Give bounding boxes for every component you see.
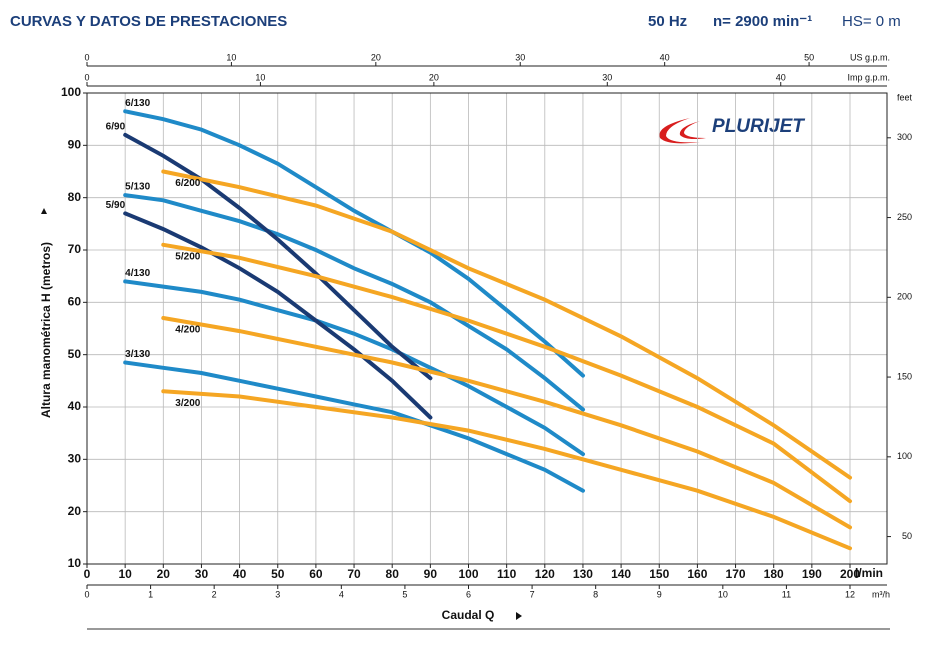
y-tick-label: 60	[68, 295, 82, 309]
y-tick-label: 100	[61, 85, 81, 99]
curve	[161, 169, 852, 480]
curve-label: 4/200	[175, 325, 200, 336]
curve	[123, 132, 433, 381]
curve	[161, 389, 852, 551]
y-tick-label: 10	[68, 556, 82, 570]
curve-label: 5/90	[106, 200, 126, 211]
curve	[123, 109, 585, 378]
y-tick-label: 90	[68, 138, 82, 152]
y-tick-label: 70	[68, 242, 82, 256]
x-axis-label: Caudal Q	[442, 608, 495, 622]
tick-label: 50	[804, 52, 814, 62]
x-tick-label: 140	[611, 567, 631, 581]
curve	[123, 211, 433, 420]
tick-label: 11	[782, 589, 791, 599]
curve	[161, 316, 852, 530]
x-tick-label: 190	[802, 567, 822, 581]
tick-label: 8	[593, 589, 598, 599]
tick-label: 20	[371, 52, 381, 62]
y2-tick-label: 50	[902, 531, 912, 541]
tick-label: 0	[84, 72, 89, 82]
tick-label: 0	[84, 589, 89, 599]
x-unit: l/min	[855, 566, 883, 580]
tick-label: 12	[845, 589, 855, 599]
y2-tick-label: 300	[897, 132, 912, 142]
axis-label: m³/h	[872, 589, 890, 599]
x-tick-label: 40	[233, 567, 247, 581]
x-tick-label: 200	[840, 567, 860, 581]
x-tick-label: 50	[271, 567, 285, 581]
y-tick-label: 50	[68, 347, 82, 361]
logo: PLURIJET	[659, 116, 805, 144]
tick-label: 4	[339, 589, 344, 599]
curve-label: 5/130	[125, 182, 150, 193]
curve-label: 6/90	[106, 122, 126, 133]
x-tick-label: 170	[726, 567, 746, 581]
y-tick-label: 20	[68, 504, 82, 518]
x-tick-label: 180	[764, 567, 784, 581]
tick-label: 20	[429, 72, 439, 82]
frequency: 50 Hz	[648, 13, 687, 30]
tick-label: 40	[660, 52, 670, 62]
tick-label: 30	[602, 72, 612, 82]
tick-label: 0	[84, 52, 89, 62]
x-tick-label: 100	[458, 567, 478, 581]
y2-tick-label: 100	[897, 451, 912, 461]
y2-axis-label: feet	[897, 92, 913, 102]
tick-label: 2	[212, 589, 217, 599]
x-tick-label: 80	[386, 567, 400, 581]
curve-label: 4/130	[125, 268, 150, 279]
x-tick-label: 60	[309, 567, 323, 581]
arrow	[516, 612, 522, 620]
y2-tick-label: 200	[897, 292, 912, 302]
axis-label: US g.p.m.	[850, 52, 890, 62]
curve-label: 6/130	[125, 98, 150, 109]
tick-label: 40	[776, 72, 786, 82]
curve	[123, 360, 585, 493]
arrow	[41, 208, 47, 214]
x-tick-label: 130	[573, 567, 593, 581]
y-tick-label: 30	[68, 452, 82, 466]
tick-label: 10	[255, 72, 265, 82]
speed: n= 2900 min⁻¹	[713, 13, 812, 30]
x-tick-label: 20	[157, 567, 171, 581]
curve-label: 6/200	[175, 178, 200, 189]
tick-label: 1	[148, 589, 153, 599]
y2-tick-label: 250	[897, 212, 912, 222]
x-tick-label: 30	[195, 567, 209, 581]
x-tick-label: 70	[347, 567, 361, 581]
brand: PLURIJET	[712, 116, 805, 137]
chart-title: CURVAS Y DATOS DE PRESTACIONES	[10, 13, 287, 30]
tick-label: 10	[226, 52, 236, 62]
x-tick-label: 0	[84, 567, 91, 581]
tick-label: 10	[718, 589, 728, 599]
tick-label: 5	[402, 589, 407, 599]
curve-label: 3/200	[175, 398, 200, 409]
y2-tick-label: 150	[897, 371, 912, 381]
x-tick-label: 150	[649, 567, 669, 581]
x-tick-label: 110	[497, 567, 517, 581]
curve	[123, 193, 585, 412]
curve-label: 3/130	[125, 349, 150, 360]
tick-label: 30	[515, 52, 525, 62]
tick-label: 7	[530, 589, 535, 599]
plot-frame	[86, 92, 888, 565]
tick-label: 3	[275, 589, 280, 599]
y-tick-label: 40	[68, 399, 82, 413]
y-tick-label: 80	[68, 190, 82, 204]
tick-label: 9	[657, 589, 662, 599]
y-axis-label: Altura manométrica H (metros)	[39, 242, 53, 418]
axis-label: Imp g.p.m.	[847, 72, 890, 82]
x-tick-label: 120	[535, 567, 555, 581]
x-tick-label: 160	[687, 567, 707, 581]
suction: HS= 0 m	[842, 13, 901, 30]
x-tick-label: 10	[118, 567, 132, 581]
curve-label: 5/200	[175, 251, 200, 262]
curve	[161, 242, 852, 504]
x-tick-label: 90	[424, 567, 438, 581]
curve	[123, 279, 585, 457]
tick-label: 6	[466, 589, 471, 599]
